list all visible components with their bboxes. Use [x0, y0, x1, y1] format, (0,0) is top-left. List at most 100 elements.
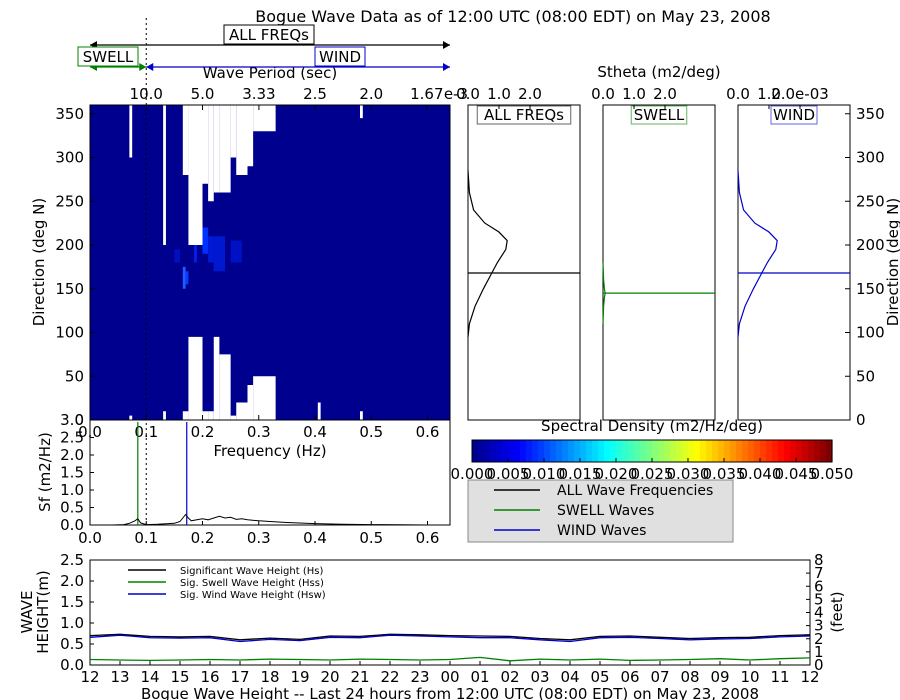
heatmap-period-label: 1.67 [410, 85, 443, 103]
swell-label-box [77, 46, 139, 67]
wave-height-ytick-label: 2.0 [60, 572, 84, 590]
stheta-all-xtick-label: 1.0 [487, 85, 511, 103]
colorbar-cell [724, 440, 731, 462]
wave-height-ytick-label: 1.0 [60, 614, 84, 632]
heatmap-xlabel: Frequency (Hz) [213, 442, 326, 460]
heatmap-nodata-cell [129, 105, 133, 158]
heatmap-nodata-cell [317, 402, 321, 420]
stheta-all-profile [467, 170, 508, 337]
colorbar-cell [814, 440, 821, 462]
wind-label: WIND [319, 48, 361, 66]
sf-spectrum-line [90, 513, 450, 526]
heatmap-period-label: 10.0 [130, 85, 163, 103]
wave-height-xtick-label: 23 [410, 668, 429, 686]
stheta-all-multiplier: e-3 [444, 85, 468, 103]
colorbar-cell [502, 440, 509, 462]
wave-height-ytick-label: 2.5 [60, 551, 84, 569]
colorbar-tick-label: 0.015 [559, 465, 602, 483]
colorbar-cell [808, 440, 815, 462]
colorbar-cell [736, 440, 743, 462]
sf-ytick-label: 2.0 [60, 446, 84, 464]
heatmap-xtick-label: 0.4 [303, 423, 327, 441]
heatmap-nodata-cell [236, 402, 248, 420]
colorbar-cell [514, 440, 521, 462]
heatmap-period-label: 2.5 [303, 85, 327, 103]
sf-xtick-label: 0.3 [247, 529, 271, 547]
wave-height-xtick-label: 05 [590, 668, 609, 686]
sf-xtick-label: 0.6 [416, 529, 440, 547]
colorbar-tick-label: 0.020 [595, 465, 638, 483]
wind-arrow-head-right [443, 63, 450, 71]
colorbar-cell [784, 440, 791, 462]
legend-entry: ALL Wave Frequencies [557, 483, 713, 499]
wave-height-ylabel-1: WAVE [18, 590, 36, 633]
colorbar-cell [532, 440, 539, 462]
heatmap-ytick-label: 300 [55, 149, 84, 167]
heatmap-nodata-cell [163, 105, 166, 245]
colorbar-cell [604, 440, 611, 462]
colorbar-cell [538, 440, 545, 462]
stheta-all-xtick-label: 2.0 [518, 85, 542, 103]
sf-ytick-label: 0.5 [60, 499, 84, 517]
wave-height-xtick-label: 15 [170, 668, 189, 686]
wave-height-xtick-label: 20 [320, 668, 339, 686]
heatmap-xtick-label: 0.2 [191, 423, 215, 441]
stheta-wind-ytick-label: 150 [856, 280, 885, 298]
colorbar-cell [640, 440, 647, 462]
wave-height-y2tick-label: 5 [814, 590, 824, 608]
wave-height-y2tick-label: 2 [814, 630, 824, 648]
colorbar-cell [520, 440, 527, 462]
colorbar-cell [694, 440, 701, 462]
colorbar-cell [592, 440, 599, 462]
colorbar-tick-label: 0.050 [811, 465, 854, 483]
wave-height-legend-entry: Sig. Swell Wave Height (Hss) [180, 578, 324, 589]
heatmap-nodata-cell [182, 105, 189, 175]
heatmap-energy-cell [208, 236, 214, 263]
heatmap-nodata-cell [253, 105, 276, 132]
colorbar-cell [496, 440, 503, 462]
stheta-wind-profile [737, 170, 778, 337]
sf-ytick-label: 1.0 [60, 481, 84, 499]
heatmap-ytick-label: 200 [55, 236, 84, 254]
wave-height-xtick-label: 17 [230, 668, 249, 686]
colorbar-cell [820, 440, 827, 462]
sf-ytick-label: 3.0 [60, 411, 84, 429]
heatmap-nodata-cell [247, 385, 254, 420]
colorbar-cell [490, 440, 497, 462]
wave-height-legend-entry: Significant Wave Height (Hs) [180, 566, 323, 577]
heatmap-period-label: 2.0 [359, 85, 383, 103]
heatmap-nodata-cell [129, 415, 133, 420]
wave-height-xtick-label: 03 [530, 668, 549, 686]
heatmap-ytick-label: 50 [65, 367, 84, 385]
wave-height-y2tick-label: 1 [814, 643, 824, 661]
stheta-wind-ytick-label: 100 [856, 324, 885, 342]
colorbar-cell [670, 440, 677, 462]
stheta-axis-label: Stheta (m2/deg) [597, 63, 720, 81]
sf-ylabel: Sf (m2/Hz) [36, 432, 54, 512]
colorbar-tick-label: 0.005 [487, 465, 530, 483]
colorbar-cell [802, 440, 809, 462]
stheta-wind-xtick-label: 1.0 [757, 85, 781, 103]
heatmap-nodata-cell [219, 105, 231, 193]
colorbar-cell [526, 440, 533, 462]
heatmap-energy-cell [202, 227, 209, 254]
stheta-swell-title-box [630, 105, 688, 125]
wave-height-xtick-label: 14 [140, 668, 159, 686]
colorbar-cell [484, 440, 491, 462]
colorbar-cell [796, 440, 803, 462]
colorbar-cell [652, 440, 659, 462]
wave-height-legend-entry: Sig. Wind Wave Height (Hsw) [180, 590, 326, 601]
wave-height-xlabel: Bogue Wave Height -- Last 24 hours from … [141, 685, 759, 700]
all-freqs-label: ALL FREQs [229, 26, 309, 44]
stheta-wind-ytick-label: 200 [856, 236, 885, 254]
colorbar-cell [580, 440, 587, 462]
heatmap-nodata-cell [202, 105, 209, 184]
stheta-wind-ytick-label: 0 [856, 411, 866, 429]
stheta-wind-ytick-label: 300 [856, 149, 885, 167]
heatmap-ytick-label: 100 [55, 324, 84, 342]
heatmap-ylabel: Direction (deg N) [30, 198, 48, 327]
colorbar-cell [478, 440, 485, 462]
colorbar-cell [772, 440, 779, 462]
colorbar-cell [676, 440, 683, 462]
wave-height-xtick-label: 10 [740, 668, 759, 686]
